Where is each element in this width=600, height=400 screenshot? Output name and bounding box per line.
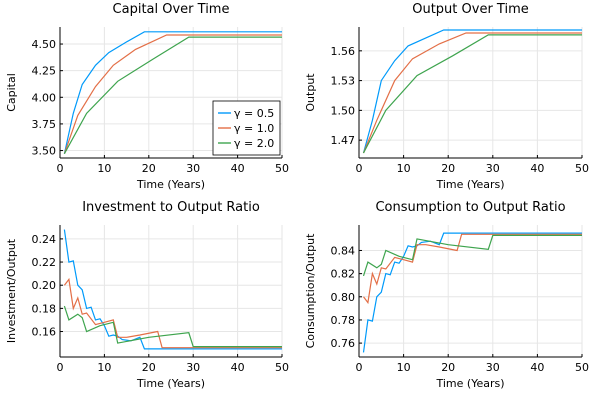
x-tick-label: 30 bbox=[186, 162, 200, 175]
y-tick-label: 4.00 bbox=[32, 91, 57, 104]
y-tick-label: 0.20 bbox=[32, 279, 57, 292]
x-tick-label: 50 bbox=[575, 162, 589, 175]
y-tick-label: 1.47 bbox=[331, 134, 356, 147]
x-tick-label: 0 bbox=[57, 361, 64, 374]
y-tick-label: 0.16 bbox=[32, 326, 57, 339]
x-tick-label: 0 bbox=[57, 162, 64, 175]
y-tick-label: 0.78 bbox=[331, 314, 356, 327]
chart-panel-1: Capital Over Time 0 10 20 30 40 50 3.50 3.75 4.00… bbox=[5, 2, 289, 191]
x-tick-label: 50 bbox=[575, 361, 589, 374]
y-tick-label: 1.56 bbox=[331, 45, 356, 58]
y-tick-label: 4.50 bbox=[32, 38, 57, 51]
series-line-3 bbox=[63, 36, 282, 154]
y-tick-label: 3.50 bbox=[32, 145, 57, 158]
y-axis-label: Output bbox=[304, 73, 317, 112]
x-tick-label: 30 bbox=[486, 162, 500, 175]
series-line-1 bbox=[362, 29, 582, 154]
chart-title: Investment to Output Ratio bbox=[82, 200, 260, 215]
x-tick-label: 10 bbox=[97, 361, 111, 374]
series-line-3 bbox=[63, 305, 282, 348]
legend-entry: γ = 2.0 bbox=[234, 137, 274, 150]
x-tick-label: 20 bbox=[441, 361, 455, 374]
series-line-3 bbox=[362, 234, 582, 277]
chart-panel-4: Consumption to Output Ratio 0 10 20 30 40 50 0.… bbox=[304, 200, 589, 390]
chart-title: Consumption to Output Ratio bbox=[375, 200, 565, 215]
x-axis-label: Time (Years) bbox=[136, 178, 205, 191]
series-line-2 bbox=[363, 233, 582, 305]
y-tick-label: 3.75 bbox=[32, 118, 57, 131]
y-tick-label: 0.82 bbox=[331, 268, 356, 281]
x-tick-label: 50 bbox=[275, 361, 289, 374]
chart-title: Capital Over Time bbox=[113, 2, 230, 17]
x-tick-label: 10 bbox=[397, 361, 411, 374]
x-tick-label: 40 bbox=[530, 162, 544, 175]
y-axis-label: Capital bbox=[5, 73, 18, 112]
x-tick-label: 0 bbox=[356, 361, 363, 374]
y-tick-label: 1.53 bbox=[331, 75, 356, 88]
x-tick-label: 10 bbox=[397, 162, 411, 175]
series-line-1 bbox=[362, 232, 582, 353]
x-tick-label: 20 bbox=[142, 361, 156, 374]
y-tick-label: 0.22 bbox=[32, 256, 57, 269]
x-tick-label: 40 bbox=[231, 162, 245, 175]
y-tick-label: 1.50 bbox=[331, 104, 356, 117]
x-tick-label: 30 bbox=[186, 361, 200, 374]
y-axis-label: Investment/Output bbox=[5, 238, 18, 343]
x-tick-label: 20 bbox=[441, 162, 455, 175]
series-line-1 bbox=[63, 229, 282, 350]
y-tick-label: 0.18 bbox=[32, 302, 57, 315]
x-tick-label: 40 bbox=[530, 361, 544, 374]
legend-entry: γ = 1.0 bbox=[234, 122, 274, 135]
x-axis-label: Time (Years) bbox=[435, 178, 504, 191]
x-tick-label: 40 bbox=[231, 361, 245, 374]
x-tick-label: 0 bbox=[356, 162, 363, 175]
y-tick-label: 0.80 bbox=[331, 291, 356, 304]
x-tick-label: 30 bbox=[486, 361, 500, 374]
series-line-2 bbox=[63, 34, 282, 154]
chart-title: Output Over Time bbox=[412, 2, 529, 17]
x-axis-label: Time (Years) bbox=[136, 377, 205, 390]
x-axis-label: Time (Years) bbox=[435, 377, 504, 390]
legend-entry: γ = 0.5 bbox=[234, 107, 274, 120]
chart-panel-3: Investment to Output Ratio 0 10 20 30 40 50 0.1… bbox=[5, 200, 289, 390]
y-tick-label: 0.24 bbox=[32, 233, 57, 246]
x-tick-label: 10 bbox=[97, 162, 111, 175]
y-tick-label: 0.84 bbox=[331, 244, 356, 257]
x-tick-label: 20 bbox=[142, 162, 156, 175]
legend: γ = 0.5 γ = 1.0 γ = 2.0 bbox=[212, 100, 281, 156]
series-line-1 bbox=[63, 31, 282, 154]
x-tick-label: 50 bbox=[275, 162, 289, 175]
series-line-2 bbox=[63, 277, 282, 349]
series-line-3 bbox=[362, 34, 582, 154]
series-line-2 bbox=[362, 32, 582, 154]
y-axis-label: Consumption/Output bbox=[304, 233, 317, 348]
y-tick-label: 0.76 bbox=[331, 337, 356, 350]
y-tick-label: 4.25 bbox=[32, 65, 57, 78]
chart-panel-2: Output Over Time 0 10 20 30 40 50 1.47 1.50 1.53 1… bbox=[304, 2, 589, 191]
